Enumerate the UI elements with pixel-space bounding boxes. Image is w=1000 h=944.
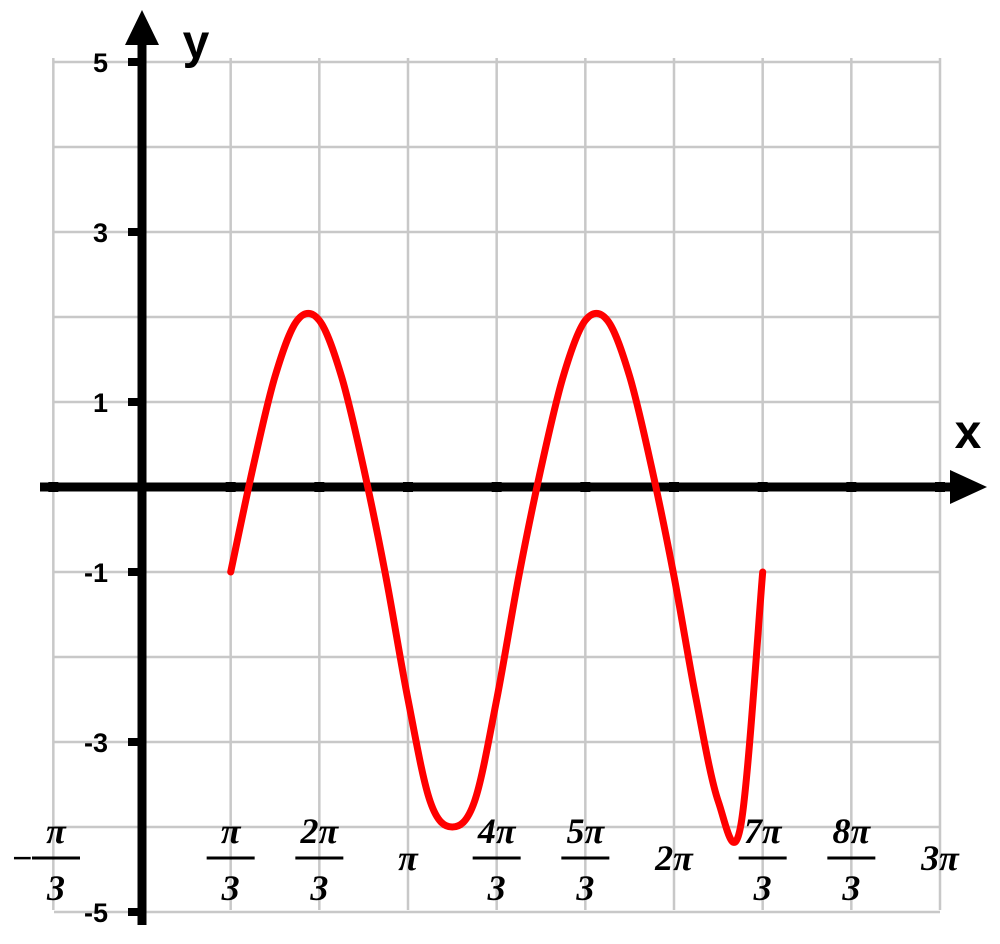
y-tick-label: 1 — [93, 388, 108, 418]
x-tick-mark — [846, 482, 857, 492]
x-tick-mark — [580, 482, 591, 492]
x-tick-mark — [314, 482, 325, 492]
x-tick-label-denominator: 3 — [487, 868, 506, 908]
y-tick-label: -3 — [84, 728, 108, 758]
x-tick-label-denominator: 3 — [309, 868, 328, 908]
grid — [52, 58, 942, 914]
x-tick-label-numerator: 4π — [477, 811, 517, 851]
x-tick-label: 7π3 — [738, 811, 787, 908]
y-tick-label: 5 — [93, 48, 108, 78]
x-tick-label: 3π — [920, 838, 960, 878]
x-tick-label-numerator: π — [221, 811, 242, 851]
y-tick-mark — [128, 738, 142, 746]
x-tick-label-numerator: 5π — [567, 811, 606, 851]
x-tick-label: 2π3 — [295, 811, 344, 908]
y-tick-mark — [128, 398, 142, 406]
x-tick-label-numerator: π — [46, 811, 67, 851]
x-tick-label-numerator: 2π — [300, 811, 340, 851]
x-tick-label: 2π — [654, 838, 694, 878]
series-line-0 — [227, 309, 767, 846]
x-tick-label: 4π3 — [472, 811, 521, 908]
x-tick-label-sign: − — [11, 838, 33, 878]
y-tick-mark — [128, 58, 142, 66]
x-tick-label: π — [398, 838, 419, 878]
x-tick-label: 5π3 — [561, 811, 610, 908]
y-tick-label: -1 — [84, 558, 108, 588]
x-axis-label: x — [955, 406, 982, 459]
tick-marks — [48, 58, 945, 916]
y-tick-label: 3 — [93, 218, 108, 248]
x-tick-mark — [757, 482, 768, 492]
x-tick-mark — [935, 482, 945, 492]
x-tick-label-numerator: 8π — [833, 811, 872, 851]
x-tick-label: −π 3 — [11, 811, 80, 908]
x-tick-label: 8π3 — [827, 811, 876, 908]
y-tick-mark — [128, 908, 142, 916]
y-axis-label: y — [183, 16, 210, 69]
x-tick-label-numerator: 7π — [744, 811, 783, 851]
y-tick-label: -5 — [84, 898, 108, 928]
y-tick-mark — [128, 228, 142, 236]
x-tick-mark — [403, 482, 413, 492]
y-tick-mark — [128, 568, 142, 576]
x-tick-mark — [669, 482, 679, 492]
x-tick-label-denominator: 3 — [841, 868, 860, 908]
x-tick-mark — [225, 482, 236, 492]
x-tick-label: π3 — [206, 811, 255, 908]
x-tick-label-denominator: 3 — [753, 868, 772, 908]
x-axis-arrow — [950, 470, 987, 504]
y-axis-arrow — [125, 10, 159, 45]
x-tick-label-denominator: 3 — [575, 868, 594, 908]
x-tick-label-denominator: 3 — [46, 868, 65, 908]
x-tick-mark — [48, 482, 59, 492]
x-tick-mark — [491, 482, 502, 492]
y-tick-labels: 5 3 1 -1 -3 -5 — [84, 48, 108, 928]
x-tick-label-denominator: 3 — [221, 868, 240, 908]
series-group — [227, 309, 767, 846]
